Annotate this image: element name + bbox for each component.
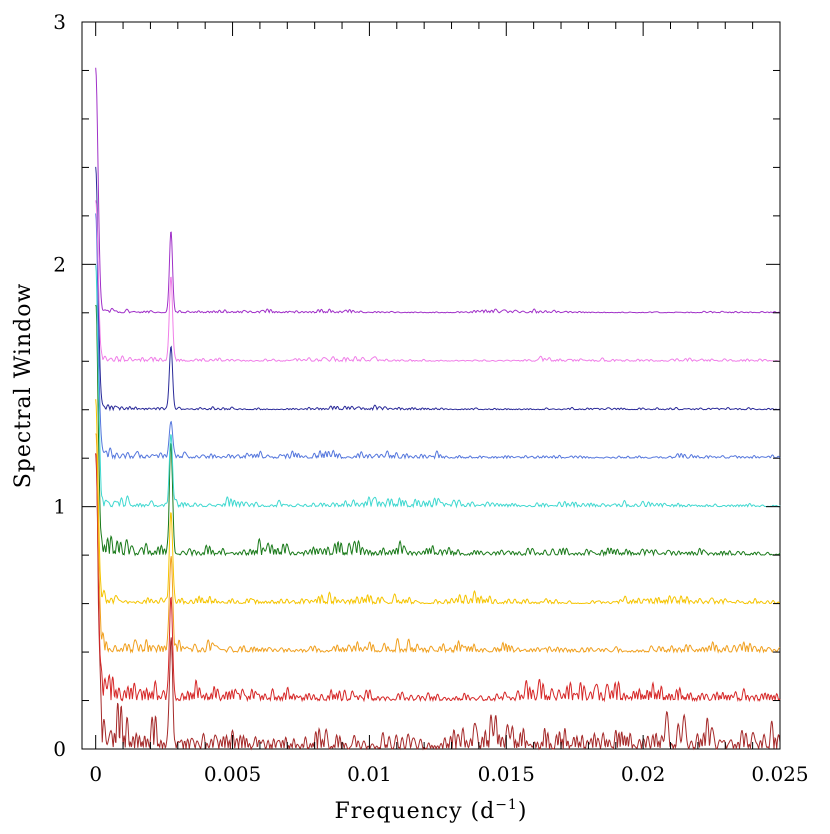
y-tick-label: 0 — [53, 737, 66, 761]
series-line — [95, 67, 781, 314]
x-axis-label-suffix: ) — [518, 799, 528, 824]
series-line — [95, 433, 781, 654]
x-tick-label: 0.025 — [751, 762, 808, 786]
series-line — [95, 213, 781, 461]
series-line — [95, 453, 781, 703]
x-tick-label: 0.005 — [204, 762, 261, 786]
y-tick-label: 3 — [53, 10, 66, 34]
x-tick-label: 0 — [89, 762, 102, 786]
y-tick-labels: 0 1 2 3 — [53, 10, 66, 761]
x-axis-label: Frequency (d−1) — [335, 797, 528, 824]
series-line — [95, 399, 781, 606]
series-layer — [95, 67, 781, 751]
series-line — [95, 166, 781, 412]
series-line — [95, 304, 781, 557]
ticks-layer — [82, 21, 781, 750]
x-axis-label-main: Frequency (d — [335, 799, 496, 824]
plot-frame — [81, 21, 781, 750]
y-tick-label: 2 — [53, 252, 66, 276]
x-tick-label: 0.01 — [347, 762, 392, 786]
x-tick-label: 0.015 — [478, 762, 535, 786]
series-line — [95, 453, 781, 751]
y-axis-label: Spectral Window — [11, 283, 36, 489]
x-tick-label: 0.02 — [621, 762, 666, 786]
x-tick-labels: 0 0.005 0.01 0.015 0.02 0.025 — [89, 762, 808, 786]
series-line — [95, 200, 781, 363]
y-tick-label: 1 — [53, 495, 66, 519]
series-line — [95, 265, 781, 509]
x-axis-label-superscript: −1 — [495, 797, 518, 813]
